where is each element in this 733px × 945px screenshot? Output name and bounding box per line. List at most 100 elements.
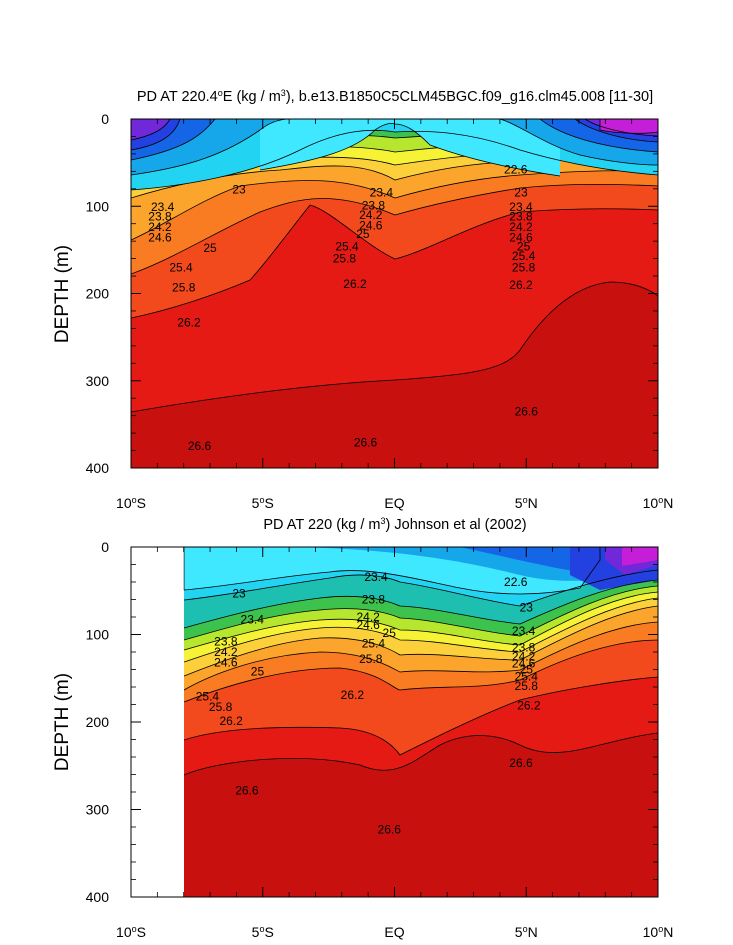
contour-label: 26.6	[509, 756, 533, 770]
contour-label: 22.6	[504, 575, 528, 589]
contour-label: 26.6	[188, 439, 212, 453]
contour-line	[599, 119, 658, 134]
x-tick-label: 10oN	[643, 495, 674, 511]
contour-label: 25	[520, 663, 534, 677]
contour-line	[131, 281, 658, 413]
contour-line	[131, 119, 171, 141]
contour-label: 23.8	[362, 198, 386, 212]
contour-label: 25	[356, 227, 370, 241]
contour-line	[183, 621, 658, 691]
contour-label: 22.6	[504, 163, 528, 177]
contour-line	[131, 183, 658, 275]
y-tick-label: 200	[86, 286, 110, 302]
panel-model-ylabel: DEPTH (m)	[52, 245, 73, 343]
x-tick-label: EQ	[384, 924, 404, 940]
contour-label: 23	[232, 183, 246, 197]
y-tick-label: 200	[86, 714, 110, 730]
y-tick-label: 100	[86, 627, 110, 643]
x-tick-label: 10oN	[643, 924, 674, 940]
contour-label: 26.6	[354, 436, 378, 450]
contour-label: 26.6	[515, 404, 539, 418]
contour-label: 25.8	[512, 260, 536, 274]
y-tick-label: 100	[86, 198, 110, 214]
contour-label: 24.2	[359, 208, 383, 222]
panel-observed-ylabel: DEPTH (m)	[52, 673, 73, 771]
contour-label: 25.8	[172, 280, 196, 294]
contour-line	[131, 119, 291, 176]
contour-label: 25	[517, 239, 531, 253]
contour-line	[183, 585, 658, 641]
contour-label: 26.2	[219, 714, 243, 728]
band	[622, 547, 658, 566]
contour-label: 24.2	[509, 220, 533, 234]
contour-label: 23	[232, 586, 246, 600]
contour-label: 26.2	[177, 315, 201, 329]
contour-label: 25.8	[333, 252, 357, 266]
y-tick-label: 0	[101, 539, 109, 555]
contour-label: 25	[203, 241, 217, 255]
contour-label: 23.8	[509, 210, 533, 224]
contour-label: 25.8	[209, 700, 233, 714]
contour-label: 26.2	[341, 688, 365, 702]
y-tick-label: 300	[86, 373, 110, 389]
band	[260, 119, 560, 176]
contour-label: 26.6	[378, 823, 402, 837]
contour-label: 24.6	[509, 231, 533, 245]
contour-line	[131, 119, 216, 161]
contour-line	[183, 639, 658, 703]
panel-observed-title: PD AT 220 (kg / m3) Johnson et al (2002)	[263, 516, 526, 533]
contour-label: 25.4	[196, 690, 220, 704]
contour-label: 24.6	[356, 618, 380, 632]
contour-label: 24.6	[359, 218, 383, 232]
contour-label: 23	[514, 185, 528, 199]
contour-label: 25.4	[515, 670, 539, 684]
contour-line	[183, 605, 658, 677]
contour-label: 25.4	[362, 636, 386, 650]
band	[131, 119, 170, 140]
contour-lines-model-upper	[131, 119, 658, 191]
contour-label: 25.4	[512, 249, 536, 263]
y-tick-label: 300	[86, 802, 110, 818]
x-tick-label: 10oS	[116, 495, 146, 511]
x-tick-label: 5oN	[515, 924, 538, 940]
contour-label: 26.6	[235, 783, 259, 797]
contour-label: 25.8	[359, 652, 383, 666]
contour-label: 26.2	[517, 698, 541, 712]
y-tick-label: 400	[86, 460, 110, 476]
contour-line	[131, 119, 181, 151]
contour-label: 23.4	[512, 624, 536, 638]
contour-line	[584, 119, 658, 137]
contour-line	[183, 676, 658, 756]
contour-line	[131, 170, 658, 241]
contour-label: 23.8	[214, 635, 238, 649]
contour-lines-observed	[183, 547, 658, 776]
contour-line	[574, 119, 658, 143]
contour-label: 24.2	[148, 220, 172, 234]
contour-label: 23.8	[148, 210, 172, 224]
contour-label: 24.2	[356, 610, 380, 624]
x-tick-label: 5oS	[252, 924, 274, 940]
contour-label: 23.4	[151, 200, 175, 214]
x-tick-label: 5oS	[252, 495, 274, 511]
contour-line	[499, 119, 658, 166]
contour-label: 23.8	[362, 593, 386, 607]
y-tick-label: 0	[101, 111, 109, 127]
contour-line	[131, 204, 658, 319]
panel-model-title: PD AT 220.4oE (kg / m3), b.e13.B1850C5CL…	[137, 88, 653, 105]
y-tick-label: 400	[86, 889, 110, 905]
contour-label: 25	[251, 664, 265, 678]
contour-label: 25.4	[335, 239, 359, 253]
contour-line	[183, 569, 658, 607]
contour-line	[183, 732, 658, 776]
contour-label: 23.4	[370, 185, 394, 199]
contour-label: 23.4	[241, 613, 265, 627]
contour-fill-observed	[184, 547, 658, 897]
contour-label: 23.4	[364, 570, 388, 584]
x-tick-label: 10oS	[116, 924, 146, 940]
contour-label: 23.4	[509, 200, 533, 214]
contour-line	[131, 129, 658, 191]
panel-observed: PD AT 220 (kg / m3) Johnson et al (2002)…	[52, 516, 527, 771]
contour-line	[183, 579, 658, 629]
